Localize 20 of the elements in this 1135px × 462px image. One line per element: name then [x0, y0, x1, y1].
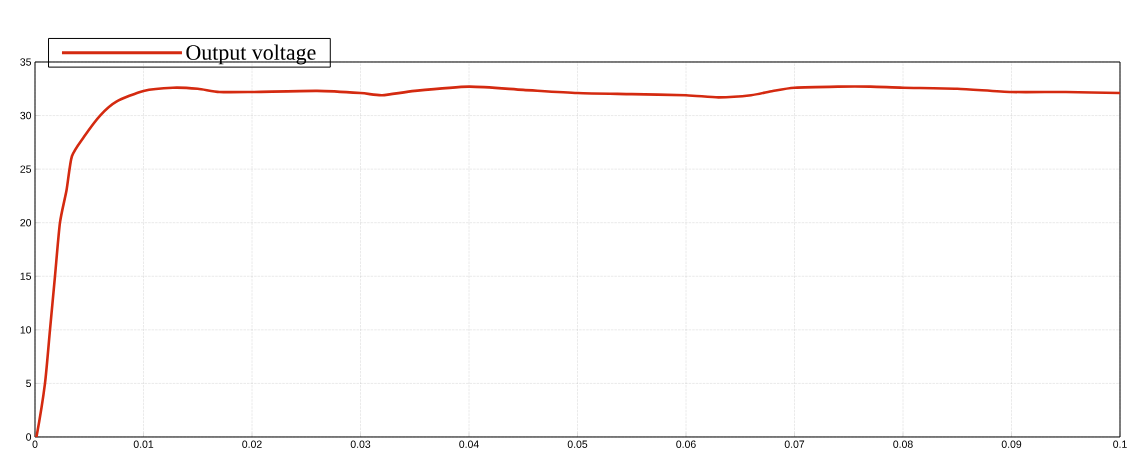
- x-tick-label: 0.05: [567, 440, 588, 448]
- y-tick-label: 20: [20, 219, 32, 227]
- x-tick-label: 0.06: [676, 440, 696, 448]
- y-tick-label: 10: [20, 326, 32, 334]
- y-tick-label: 5: [26, 379, 32, 388]
- x-tick-label: 0.04: [459, 440, 479, 448]
- series-label: Output voltage: [186, 44, 316, 65]
- x-tick-label: 0.07: [784, 440, 805, 448]
- x-tick-label: 0: [32, 440, 38, 448]
- y-tick-label: 25: [20, 165, 32, 173]
- y-tick-label: 0: [26, 433, 32, 441]
- y-tick-label: 15: [20, 272, 32, 280]
- x-tick-label: 0.03: [350, 440, 371, 448]
- x-tick-label: 0.02: [242, 440, 262, 448]
- x-tick-label: 0.09: [1001, 440, 1022, 448]
- y-tick-label: 30: [20, 111, 32, 120]
- x-tick-label: 0.1: [1113, 440, 1127, 448]
- y-tick-label: 35: [20, 58, 32, 66]
- x-tick-label: 0.08: [893, 440, 913, 448]
- x-tick-label: 0.01: [133, 440, 154, 448]
